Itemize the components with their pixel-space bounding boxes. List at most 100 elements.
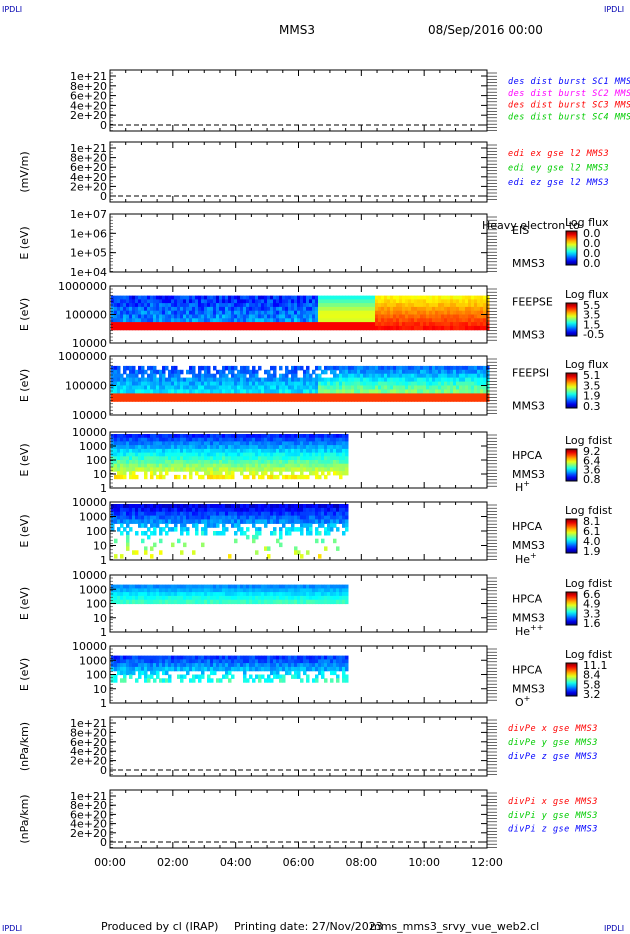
spectrogram-cell: [219, 445, 223, 450]
spectrogram-cell: [426, 318, 430, 323]
spectrogram-cell: [177, 381, 181, 387]
spectrogram-cell: [231, 325, 235, 331]
spectrogram-cell: [153, 504, 157, 509]
spectrogram-cell: [465, 393, 469, 398]
spectrogram-cell: [168, 467, 172, 472]
spectrogram-cell: [441, 365, 445, 371]
spectrogram-cell: [189, 377, 193, 383]
spectrogram-cell: [300, 325, 304, 331]
spectrogram-cell: [153, 584, 157, 589]
spectrogram-cell: [453, 389, 457, 394]
spectrogram-cell: [165, 437, 169, 442]
spectrogram-cell: [267, 295, 271, 300]
spectrogram-cell: [252, 534, 256, 540]
spectrogram-cell: [294, 397, 298, 402]
spectrogram-cell: [120, 310, 124, 316]
spectrogram-cell: [204, 448, 208, 454]
spectrogram-cell: [168, 397, 172, 402]
spectrogram-cell: [270, 389, 274, 394]
spectrogram-cell: [342, 595, 346, 601]
spectrogram-cell: [273, 511, 277, 517]
spectrogram-cell: [285, 393, 289, 398]
spectrogram-cell: [312, 393, 316, 398]
spectrogram-cell: [231, 377, 235, 383]
spectrogram-cell: [141, 385, 145, 390]
spectrogram-cell: [363, 389, 367, 394]
spectrogram-cell: [288, 463, 292, 468]
spectrogram-cell: [396, 381, 400, 387]
spectrogram-cell: [216, 445, 220, 450]
spectrogram-cell: [435, 295, 439, 300]
spectrogram-cell: [192, 441, 196, 446]
colorbar-tick-label: 3.5: [583, 309, 601, 322]
spectrogram-cell: [177, 441, 181, 446]
spectrogram-cell: [231, 299, 235, 304]
spectrogram-cell: [195, 322, 199, 327]
spectrogram-cell: [138, 437, 142, 442]
spectrogram-cell: [177, 314, 181, 319]
spectrogram-cell: [219, 474, 223, 480]
spectrogram-cell: [441, 306, 445, 312]
spectrogram-cell: [216, 448, 220, 454]
spectrogram-cell: [279, 515, 283, 521]
spectrogram-cell: [267, 515, 271, 521]
spectrogram-cell: [483, 295, 487, 300]
spectrogram-cell: [294, 584, 298, 589]
spectrogram-cell: [339, 393, 343, 398]
spectrogram-cell: [156, 515, 160, 521]
spectrogram-cell: [366, 369, 370, 375]
spectrogram-cell: [441, 310, 445, 316]
spectrogram-cell: [192, 599, 196, 605]
spectrogram-cell: [309, 441, 313, 446]
spectrogram-cell: [114, 314, 118, 319]
spectrogram-cell: [213, 523, 217, 528]
ytick-label: 100: [86, 454, 107, 467]
spectrogram-cell: [471, 306, 475, 312]
spectrogram-cell: [258, 531, 262, 536]
spectrogram-cell: [285, 314, 289, 319]
spectrogram-cell: [222, 445, 226, 450]
spectrogram-cell: [327, 595, 331, 601]
spectrogram-cell: [453, 306, 457, 312]
spectrogram-cell: [162, 369, 166, 375]
footer-produced: Produced by cl (IRAP): [101, 920, 218, 933]
spectrogram-cell: [171, 295, 175, 300]
spectrogram-cell: [306, 504, 310, 509]
spectrogram-cell: [150, 463, 154, 468]
spectrogram-cell: [408, 373, 412, 379]
spectrogram-cell: [246, 507, 250, 513]
spectrogram-cell: [480, 385, 484, 390]
spectrogram-cell: [171, 381, 175, 387]
spectrogram-cell: [384, 365, 388, 371]
spectrogram-cell: [258, 527, 262, 532]
spectrogram-cell: [336, 373, 340, 379]
spectrogram-cell: [327, 456, 331, 461]
spectrogram-cell: [132, 670, 136, 676]
spectrogram-cell: [135, 434, 139, 439]
spectrogram-cell: [111, 445, 115, 450]
spectrogram-cell: [240, 592, 244, 597]
spectrogram-cell: [231, 441, 235, 446]
spectrogram-cell: [306, 592, 310, 597]
spectrogram-cell: [249, 515, 253, 521]
spectrogram-cell: [159, 389, 163, 394]
spectrogram-cell: [258, 389, 262, 394]
spectrogram-cell: [132, 467, 136, 472]
spectrogram-cell: [192, 389, 196, 394]
spectrogram-cell: [147, 519, 151, 524]
spectrogram-cell: [315, 393, 319, 398]
spectrogram-cell: [462, 314, 466, 319]
spectrogram-cell: [375, 314, 379, 319]
spectrogram-cell: [219, 599, 223, 605]
spectrogram-cell: [159, 588, 163, 593]
spectrogram-cell: [129, 588, 133, 593]
spectrogram-cell: [183, 448, 187, 454]
spectrogram-cell: [228, 381, 232, 387]
spectrogram-cell: [429, 393, 433, 398]
spectrogram-cell: [459, 397, 463, 402]
spectrogram-cell: [150, 471, 154, 476]
spectrogram-cell: [273, 584, 277, 589]
spectrogram-cell: [147, 393, 151, 398]
spectrogram-cell: [207, 314, 211, 319]
spectrogram-cell: [429, 299, 433, 304]
